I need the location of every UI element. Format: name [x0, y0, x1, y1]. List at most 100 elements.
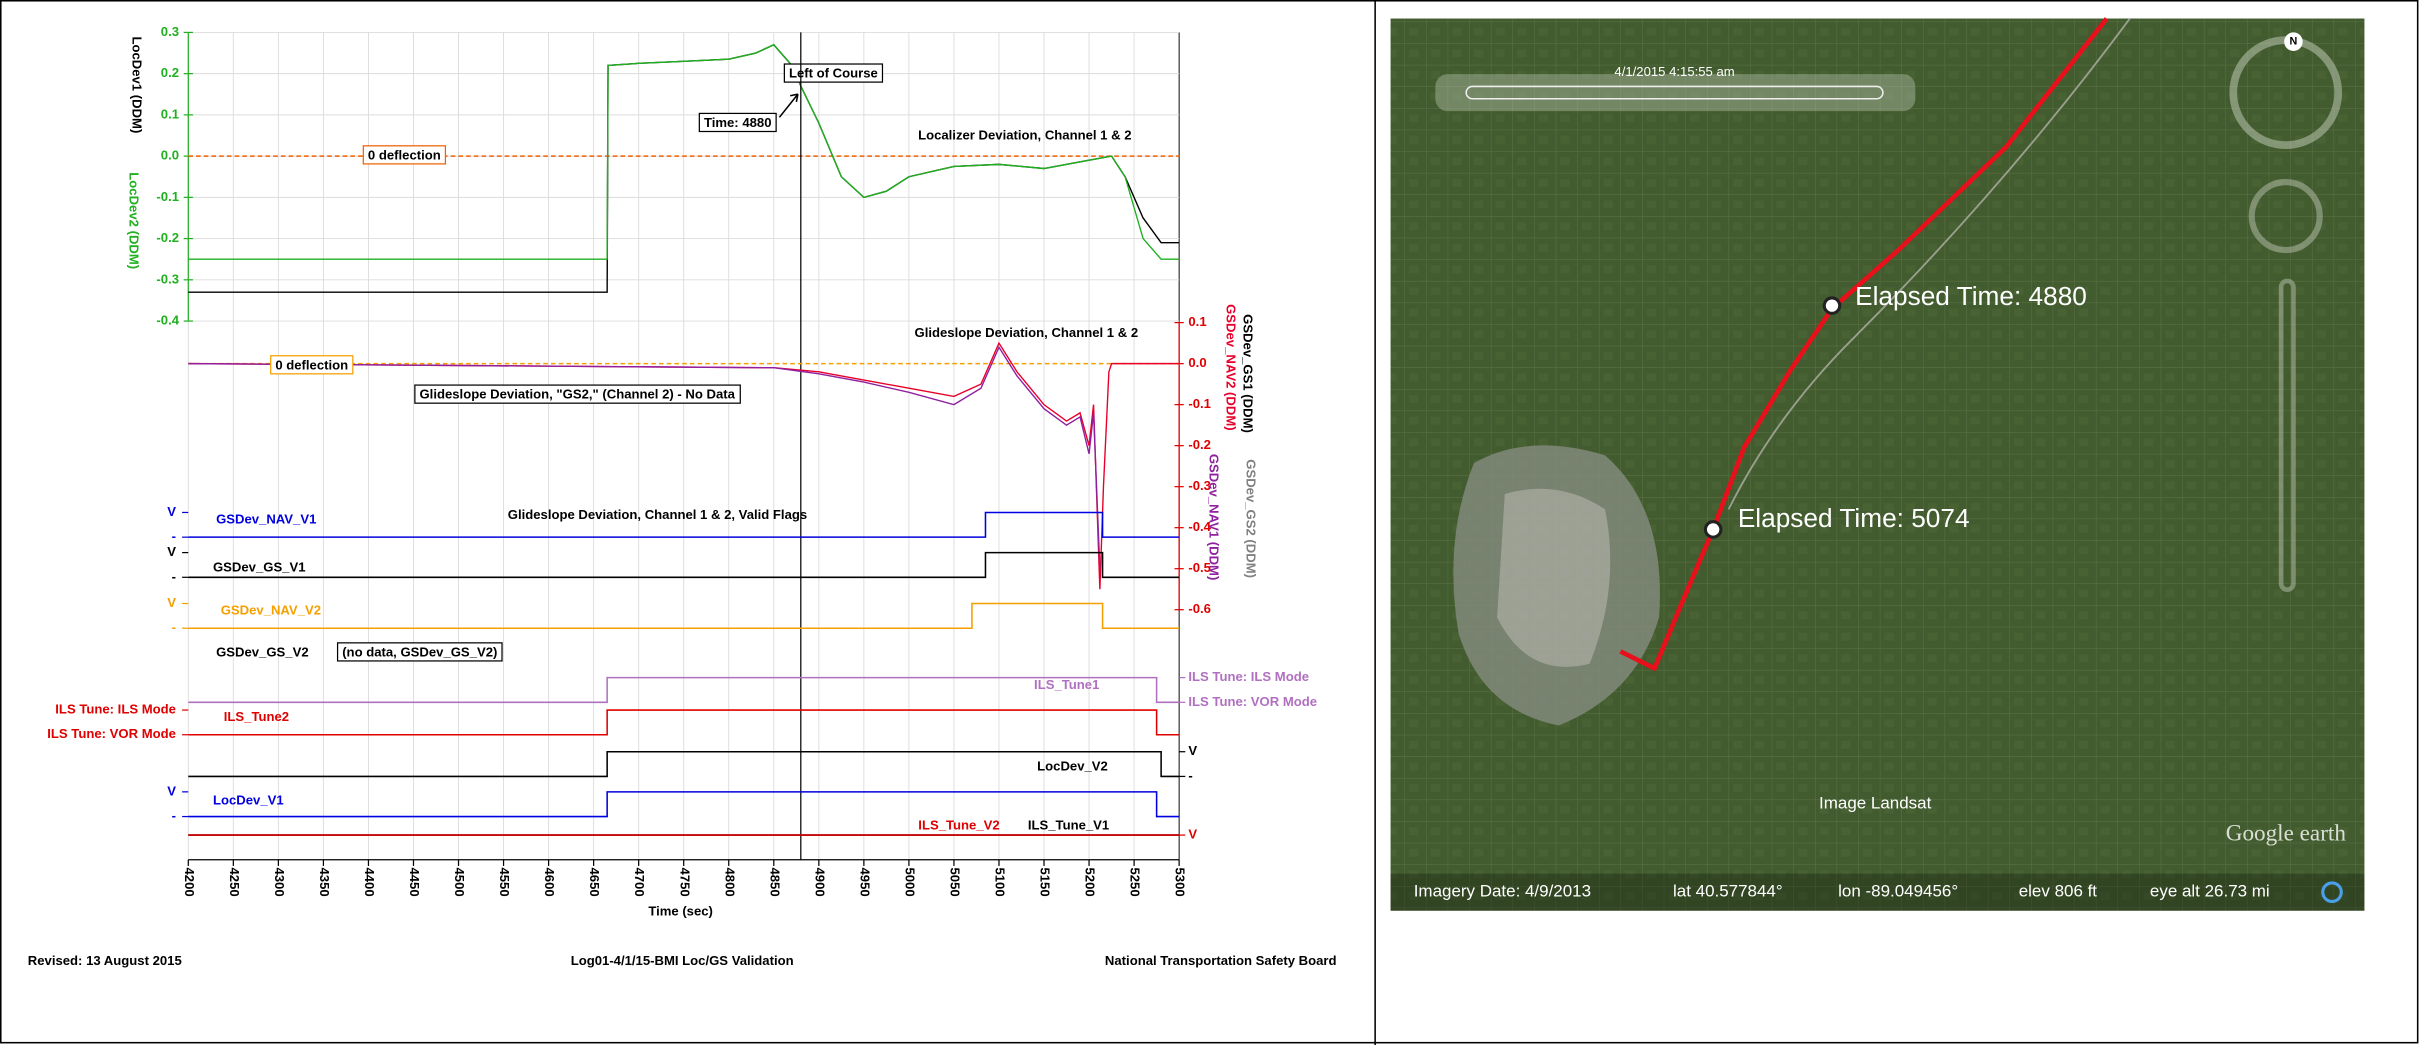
- annotation: Time: 4880: [704, 115, 772, 130]
- marker-label: Elapsed Time: 5074: [1738, 503, 1970, 533]
- marker[interactable]: [1824, 298, 1839, 313]
- x-tick-label: 4900: [812, 867, 827, 896]
- x-tick-label: 4400: [362, 867, 377, 896]
- reference-label: 0 deflection: [368, 147, 441, 162]
- marker-label: Elapsed Time: 4880: [1855, 281, 2087, 311]
- city-core: [1497, 489, 1610, 667]
- imagery-source: Image Landsat: [1819, 794, 1932, 813]
- flag-tick-label: -: [172, 569, 176, 584]
- flag-label: LocDev_V1: [213, 793, 284, 808]
- flag-tick-label: V: [167, 595, 176, 610]
- y-axis-label: GSDev_NAV1 (DDM): [1207, 454, 1222, 581]
- map-view: 4/1/2015 4:15:55 am N Elapsed Time: 4880…: [1391, 19, 2365, 911]
- y-tick-label: -0.3: [156, 271, 179, 286]
- flag-label: GSDev_GS_V1: [213, 560, 306, 575]
- x-tick-label: 4650: [587, 867, 602, 896]
- x-tick-label: 4600: [542, 867, 557, 896]
- flag-label: ILS_Tune_V2: [918, 817, 999, 832]
- latitude: lat 40.577844°: [1673, 882, 1783, 901]
- longitude: lon -89.049456°: [1838, 882, 1958, 901]
- panel-title: Glideslope Deviation, Channel 1 & 2, Val…: [508, 507, 807, 522]
- x-tick-label: 4450: [407, 867, 422, 896]
- footer-center: Log01-4/1/15-BMI Loc/GS Validation: [571, 953, 794, 968]
- flag-label: GSDev_GS_V2: [216, 644, 309, 659]
- time-slider[interactable]: [1435, 74, 1915, 111]
- x-tick-label: 5050: [947, 867, 962, 896]
- flag-tick-label: ILS Tune: VOR Mode: [1188, 694, 1317, 709]
- y-axis-label: GSDev_NAV2 (DDM): [1224, 304, 1239, 431]
- flag-tick-label: ILS Tune: VOR Mode: [47, 726, 176, 741]
- y-tick-label: -0.1: [1188, 396, 1211, 411]
- panel-title: Glideslope Deviation, Channel 1 & 2: [915, 325, 1139, 340]
- y-axis-label: LocDev2 (DDM): [126, 172, 141, 269]
- x-tick-label: 4750: [677, 867, 692, 896]
- y-tick-label: 0.3: [161, 24, 179, 39]
- annotation: (no data, GSDev_GS_V2): [342, 644, 497, 659]
- x-tick-label: 4950: [857, 867, 872, 896]
- y-axis-label: GSDev_GS2 (DDM): [1244, 459, 1259, 578]
- y-tick-label: -0.1: [156, 189, 179, 204]
- page: 4200 4250 4300 4350 4400 4450 4500 4550 4600 4650…: [0, 0, 2420, 1045]
- x-tick-label: 5100: [993, 867, 1008, 896]
- footer-right: National Transportation Safety Board: [1105, 953, 1337, 968]
- y-tick-label: 0.0: [161, 148, 179, 163]
- x-tick-label: 5200: [1083, 867, 1098, 896]
- marker[interactable]: [1705, 522, 1720, 537]
- chart-area: 4200 4250 4300 4350 4400 4450 4500 4550 4600 4650…: [47, 24, 1317, 919]
- annotation: Glideslope Deviation, "GS2," (Channel 2)…: [419, 387, 735, 402]
- flag-tick-label: -: [172, 529, 176, 544]
- x-tick-label: 5000: [902, 867, 917, 896]
- x-tick-label: 4550: [497, 867, 512, 896]
- brand: Google earth: [2226, 820, 2347, 846]
- x-tick-label: 5150: [1038, 867, 1053, 896]
- x-tick-label: 4250: [227, 867, 242, 896]
- y-tick-label: 0.2: [161, 65, 179, 80]
- flag-tick-label: ILS Tune: ILS Mode: [1188, 669, 1309, 684]
- y-tick-label: 0.1: [1188, 314, 1206, 329]
- flag-tick-label: -: [1188, 768, 1192, 783]
- y-tick-label: 0.1: [161, 106, 179, 121]
- y-tick-label: -0.2: [1188, 437, 1211, 452]
- y-axis-label: GSDev_GS1 (DDM): [1241, 314, 1256, 433]
- elevation: elev 806 ft: [2019, 882, 2098, 901]
- x-tick-label: 4800: [722, 867, 737, 896]
- timestamp: 4/1/2015 4:15:55 am: [1614, 64, 1734, 79]
- x-tick-label: 4300: [272, 867, 287, 896]
- panel-title: Localizer Deviation, Channel 1 & 2: [918, 127, 1131, 142]
- flag-tick-label: V: [1188, 827, 1197, 842]
- imagery-date: Imagery Date: 4/9/2013: [1414, 882, 1591, 901]
- x-tick-label: 4700: [632, 867, 647, 896]
- x-tick-label: 5300: [1173, 867, 1188, 896]
- flag-label: GSDev_NAV_V2: [221, 603, 321, 618]
- flag-label: ILS_Tune_V1: [1028, 817, 1109, 832]
- y-axis-label: LocDev1 (DDM): [129, 36, 144, 133]
- flag-tick-label: ILS Tune: ILS Mode: [55, 702, 176, 717]
- y-tick-label: 0.0: [1188, 355, 1206, 370]
- flag-tick-label: -: [172, 808, 176, 823]
- flag-tick-label: V: [167, 504, 176, 519]
- flag-tick-label: -: [172, 620, 176, 635]
- reference-label: 0 deflection: [275, 357, 348, 372]
- flag-label: LocDev_V2: [1037, 759, 1108, 774]
- flag-label: GSDev_NAV_V1: [216, 512, 316, 527]
- flag-label: ILS_Tune2: [224, 709, 289, 724]
- y-tick-label: -0.4: [156, 313, 179, 328]
- flag-tick-label: V: [1188, 743, 1197, 758]
- flag-label: ILS_Tune1: [1034, 677, 1099, 692]
- north-label: N: [2290, 36, 2298, 48]
- flag-tick-label: V: [167, 783, 176, 798]
- eye-altitude: eye alt 26.73 mi: [2150, 882, 2270, 901]
- flag-tick-label: V: [167, 544, 176, 559]
- data-line: [188, 347, 1100, 568]
- annotation-arrow: [779, 94, 798, 117]
- x-tick-label: 5250: [1128, 867, 1143, 896]
- y-tick-label: -0.2: [156, 230, 179, 245]
- footer-left: Revised: 13 August 2015: [28, 953, 182, 968]
- x-axis-label: Time (sec): [648, 904, 713, 919]
- x-tick-label: 4200: [182, 867, 197, 896]
- x-tick-label: 4350: [317, 867, 332, 896]
- y-tick-label: -0.6: [1188, 601, 1211, 616]
- x-tick-label: 4500: [452, 867, 467, 896]
- screen: 4200 4250 4300 4350 4400 4450 4500 4550 4600 4650…: [0, 0, 2420, 1045]
- x-tick-label: 4850: [767, 867, 782, 896]
